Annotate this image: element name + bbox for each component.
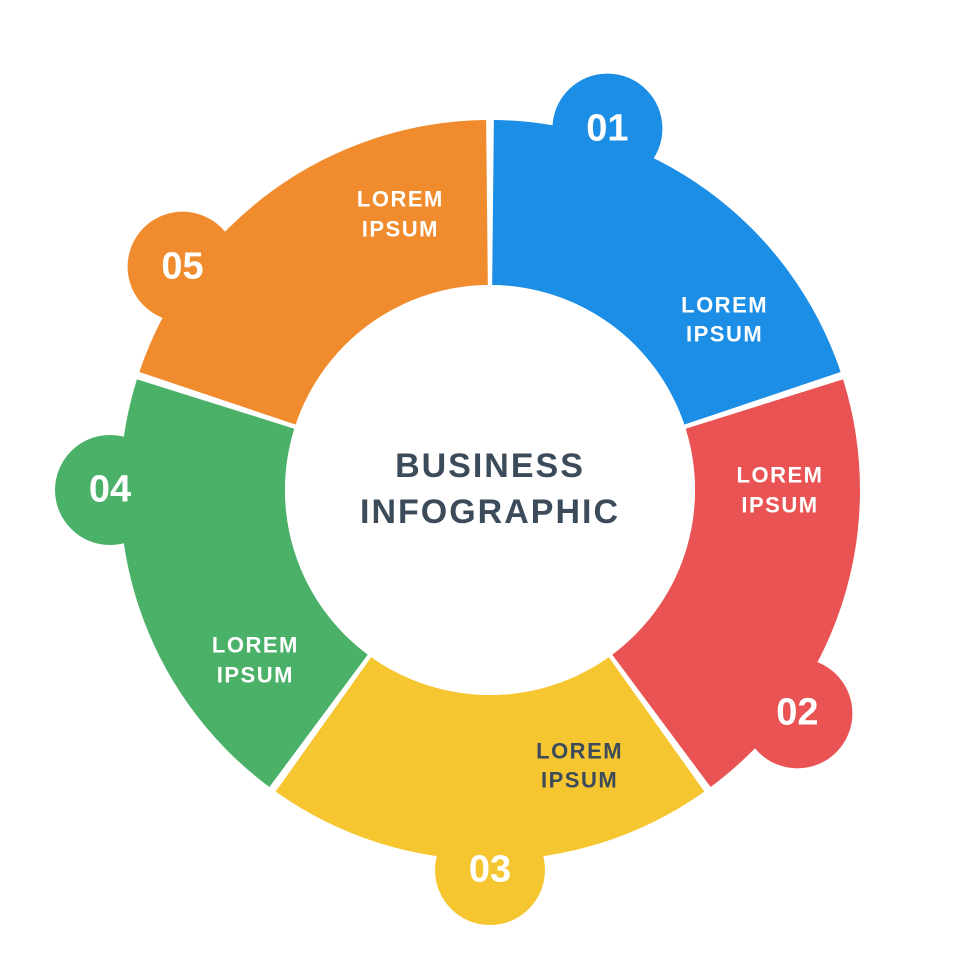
seg-04-number: 04 — [89, 469, 131, 512]
infographic-canvas: BUSINESS INFOGRAPHIC 01 LOREM IPSUM 02 LORE… — [0, 0, 980, 980]
seg-04-label: LOREM IPSUM — [212, 631, 299, 690]
seg-01-number: 01 — [586, 107, 628, 150]
seg-02-number: 02 — [776, 692, 818, 735]
seg-03-number: 03 — [469, 849, 511, 892]
center-title: BUSINESS INFOGRAPHIC — [360, 444, 620, 536]
seg-05-label: LOREM IPSUM — [357, 185, 444, 244]
seg-05-number: 05 — [161, 245, 203, 288]
seg-01-label: LOREM IPSUM — [681, 290, 768, 349]
seg-03-label: LOREM IPSUM — [536, 736, 623, 795]
seg-02-label: LOREM IPSUM — [737, 460, 824, 519]
